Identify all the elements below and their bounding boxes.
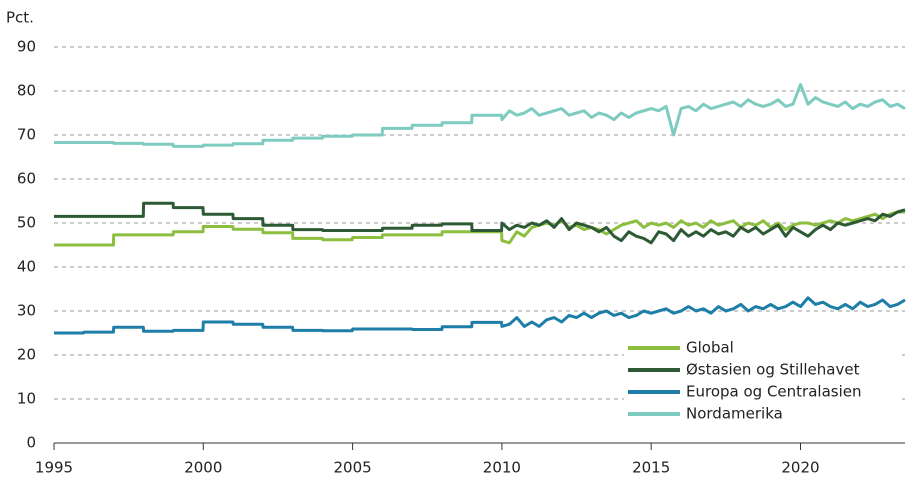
legend-background — [624, 403, 899, 425]
legend-label: Global — [686, 339, 734, 357]
y-tick-label: 30 — [17, 302, 36, 320]
y-tick-label: 80 — [17, 82, 36, 100]
series-line — [54, 82, 906, 148]
legend-background — [624, 359, 899, 381]
y-tick-label: 20 — [17, 346, 36, 364]
x-tick-label: 2005 — [334, 459, 372, 477]
x-tick-label: 2000 — [184, 459, 222, 477]
y-tick-label: 90 — [17, 38, 36, 56]
legend-background — [624, 337, 899, 359]
legend-label: Europa og Centralasien — [686, 383, 861, 401]
y-tick-label: 70 — [17, 126, 36, 144]
series-line — [54, 210, 905, 247]
legend-background — [624, 381, 899, 403]
x-tick-label: 2015 — [632, 459, 670, 477]
y-tick-label: 50 — [17, 214, 36, 232]
y-tick-label: 40 — [17, 258, 36, 276]
y-axis-label: Pct. — [6, 9, 34, 27]
y-tick-label: 60 — [17, 170, 36, 188]
y-tick-label: 0 — [26, 434, 36, 452]
legend-label: Østasien og Stillehavet — [686, 361, 860, 379]
legend-label: Nordamerika — [686, 405, 783, 423]
x-tick-label: 2010 — [483, 459, 521, 477]
series-line — [54, 201, 906, 245]
x-tick-label: 1995 — [35, 459, 73, 477]
series-line — [54, 296, 906, 335]
y-tick-label: 10 — [17, 390, 36, 408]
x-tick-label: 2020 — [781, 459, 819, 477]
